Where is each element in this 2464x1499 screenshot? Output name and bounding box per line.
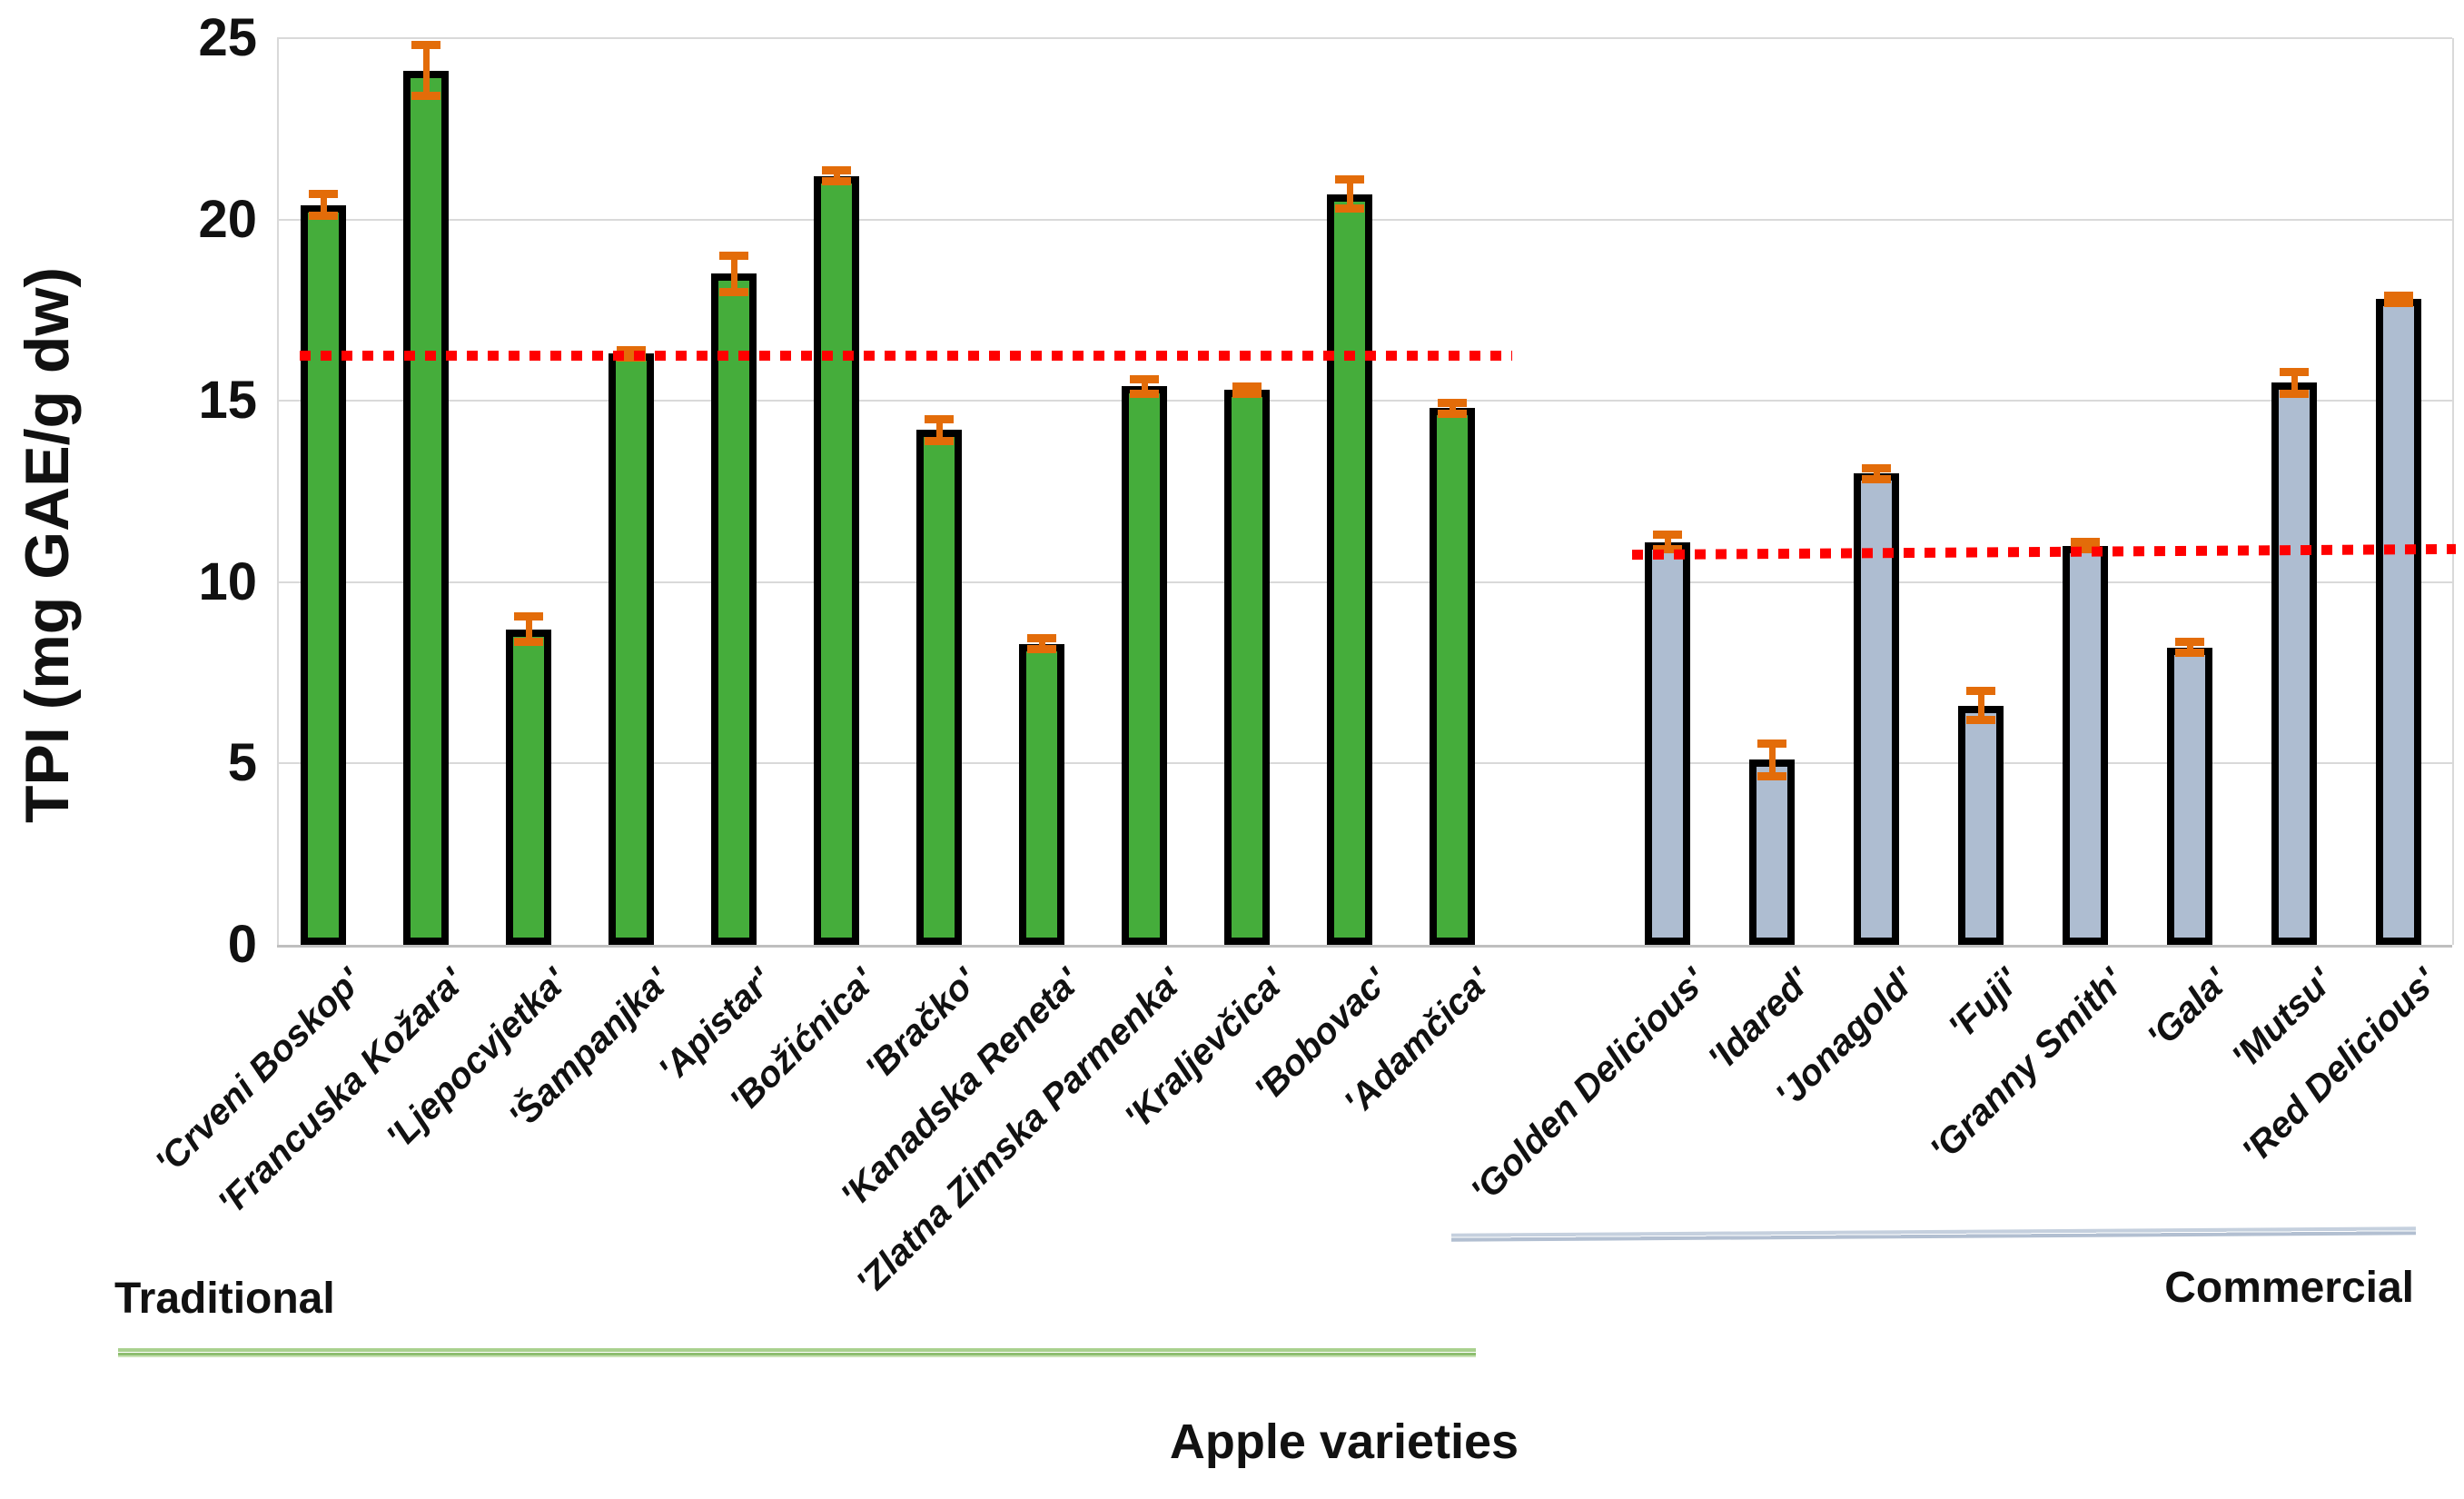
error-bar-cap-top [411, 41, 440, 50]
error-bar-cap-top [309, 190, 338, 199]
y-tick-label-20: 20 [198, 189, 257, 249]
error-bar-cap-bottom [1027, 645, 1056, 654]
bar--mutsu- [2271, 382, 2317, 945]
error-bar-cap-top [1966, 687, 1995, 696]
mean-line-commercial [1631, 543, 2457, 561]
bar--ljepocvjetka- [506, 629, 551, 945]
error-bar-cap-top [1232, 382, 1262, 391]
plot-right-border [2452, 38, 2454, 945]
error-bar-stem [1346, 179, 1353, 209]
error-bar-cap-bottom [1335, 204, 1364, 213]
error-bar-cap-bottom [1966, 715, 1995, 724]
mean-line-traditional [300, 351, 1512, 362]
error-bar-cap-top [1335, 175, 1364, 184]
bar--red-delicious- [2376, 299, 2421, 945]
bar--granny-smith- [2063, 545, 2108, 945]
error-bar-stem [320, 194, 327, 216]
group-label-commercial: Commercial [2164, 1264, 2414, 1312]
error-bar-cap-top [514, 612, 543, 621]
x-axis-line [277, 945, 2452, 948]
error-bar-cap-bottom [1232, 389, 1262, 398]
error-bar-stem [1449, 402, 1456, 414]
error-bar-cap-bottom [719, 287, 748, 296]
error-bar-stem [422, 45, 430, 96]
bar--crveni-boskop- [301, 204, 346, 945]
error-bar-cap-bottom [822, 177, 851, 186]
error-bar-stem [1038, 638, 1045, 650]
bar--kraljev-ica- [1224, 390, 1270, 945]
error-bar-cap-bottom [2175, 649, 2204, 658]
bar--bobovac- [1327, 194, 1372, 945]
group-label-traditional: Traditional [114, 1275, 335, 1323]
plot-left-border [277, 38, 279, 945]
error-bar-cap-top [2175, 638, 2204, 647]
error-bar-cap-top [1862, 463, 1891, 472]
error-bar-cap-bottom [1438, 409, 1467, 418]
error-bar-stem [2186, 641, 2193, 653]
y-tick-label-25: 25 [198, 8, 257, 67]
error-bar-cap-top [1757, 739, 1786, 748]
error-bar-stem [1873, 468, 1880, 480]
error-bar-cap-top [1130, 374, 1159, 383]
error-bar-cap-bottom [411, 92, 440, 101]
y-axis-title: TPI (mg GAE/g dw) [13, 267, 82, 823]
error-bar-stem [1664, 534, 1671, 550]
error-bar-stem [525, 616, 532, 642]
error-bar-cap-top [719, 252, 748, 261]
error-bar-cap-bottom [1862, 474, 1891, 483]
error-bar-cap-top [822, 166, 851, 175]
y-tick-label-10: 10 [198, 551, 257, 611]
bar--golden-delicious- [1645, 541, 1690, 945]
error-bar-cap-top [2384, 291, 2413, 300]
traditional-group-underline [118, 1348, 1476, 1357]
error-bar-stem [1977, 690, 1984, 720]
bar--jonagold- [1854, 473, 1899, 945]
error-bar-cap-bottom [514, 638, 543, 647]
y-tick-label-0: 0 [227, 915, 257, 974]
error-bar-stem [1768, 743, 1776, 777]
bar--zlatna-zimska-parmenka- [1122, 386, 1167, 945]
error-bar-cap-bottom [1130, 389, 1159, 398]
error-bar-cap-top [925, 414, 954, 423]
error-bar-stem [833, 170, 840, 182]
error-bar-cap-top [2071, 538, 2100, 547]
gridline-25 [277, 37, 2452, 39]
error-bar-cap-bottom [2280, 389, 2309, 398]
error-bar-cap-bottom [309, 212, 338, 221]
error-bar-stem [1141, 379, 1148, 394]
bar--kanadska-reneta- [1019, 643, 1064, 945]
error-bar-cap-top [1653, 531, 1682, 540]
error-bar-stem [730, 255, 737, 293]
y-tick-label-15: 15 [198, 371, 257, 431]
bar--adam-ica- [1430, 408, 1475, 945]
bar--bra-ko- [916, 430, 962, 945]
bar--idared- [1749, 759, 1795, 945]
bar--fuji- [1958, 705, 2004, 945]
bar--bo-i-nica- [814, 175, 859, 945]
error-bar-stem [935, 419, 943, 442]
x-axis-title: Apple varieties [1169, 1415, 1519, 1469]
bar--apistar- [711, 273, 757, 945]
y-tick-label-5: 5 [227, 733, 257, 793]
bar--gala- [2167, 647, 2212, 945]
error-bar-cap-top [617, 345, 646, 354]
bar--ampanjka- [609, 353, 654, 945]
error-bar-cap-top [2280, 367, 2309, 376]
bar--francuska-ko-ara- [403, 70, 449, 945]
error-bar-cap-bottom [1757, 771, 1786, 780]
error-bar-stem [2291, 372, 2298, 394]
error-bar-cap-top [1438, 398, 1467, 407]
error-bar-cap-bottom [925, 436, 954, 445]
error-bar-cap-bottom [2384, 298, 2413, 307]
error-bar-cap-top [1027, 634, 1056, 643]
